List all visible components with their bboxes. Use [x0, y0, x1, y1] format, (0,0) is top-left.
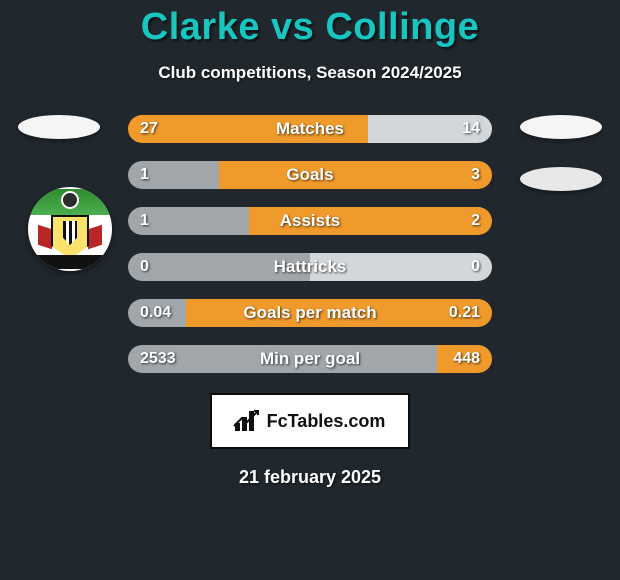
stat-bars: Matches2714 Goals13 Assists12 Hattricks00 Go… [128, 115, 492, 373]
club-crest-left-icon [28, 187, 112, 271]
brand-badge: FcTables.com [210, 393, 410, 449]
stat-bar-right [310, 253, 492, 281]
stat-bar-right [437, 345, 492, 373]
stat-bar-left [128, 115, 368, 143]
flag-right-2-icon [520, 167, 602, 191]
stat-bar-left [128, 207, 249, 235]
stat-row: Goals per match0.040.21 [128, 299, 492, 327]
stat-row: Hattricks00 [128, 253, 492, 281]
stat-row: Min per goal2533448 [128, 345, 492, 373]
stat-bar-right [219, 161, 492, 189]
stat-bar-left [128, 253, 310, 281]
stat-bar-left [128, 299, 186, 327]
flag-left-icon [18, 115, 100, 139]
brand-text: FcTables.com [267, 411, 386, 432]
flag-right-1-icon [520, 115, 602, 139]
comparison-area: Matches2714 Goals13 Assists12 Hattricks00 Go… [0, 115, 620, 373]
page-subtitle: Club competitions, Season 2024/2025 [0, 63, 620, 83]
date-text: 21 february 2025 [0, 467, 620, 488]
stat-bar-right [368, 115, 492, 143]
stat-bar-right [249, 207, 492, 235]
stat-bar-right [186, 299, 492, 327]
stat-row: Assists12 [128, 207, 492, 235]
stat-row: Goals13 [128, 161, 492, 189]
stat-bar-left [128, 161, 219, 189]
stat-bar-left [128, 345, 437, 373]
stat-row: Matches2714 [128, 115, 492, 143]
page-title: Clarke vs Collinge [0, 0, 620, 49]
brand-chart-icon [235, 411, 261, 431]
